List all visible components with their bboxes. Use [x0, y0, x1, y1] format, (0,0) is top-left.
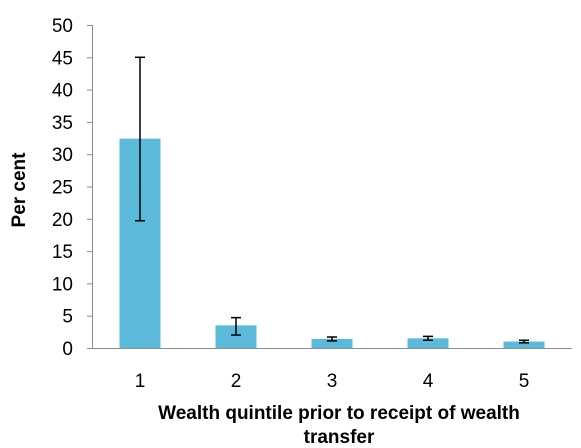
error-bar-quintile-5 [519, 339, 529, 344]
y-tick-label: 50 [52, 16, 73, 37]
bar-quintile-5 [503, 341, 545, 348]
x-tick-label: 2 [231, 371, 242, 392]
x-tick-label: 5 [519, 371, 530, 392]
x-axis-title-line2: transfer [304, 427, 375, 448]
y-tick-label: 45 [52, 48, 73, 69]
error-bars-group [135, 56, 529, 344]
y-tick-label: 0 [62, 339, 73, 360]
x-axis-ticks: 1 2 3 4 5 [135, 371, 530, 392]
y-axis-ticks: 0 5 10 15 20 25 30 35 40 45 50 [52, 16, 92, 360]
error-bar-quintile-4 [423, 335, 433, 341]
x-tick-label: 4 [423, 371, 434, 392]
y-tick-label: 20 [52, 210, 73, 231]
error-bar-quintile-3 [327, 336, 337, 342]
bars-group [119, 138, 545, 348]
bar-quintile-3 [311, 338, 353, 348]
error-bar-quintile-1 [135, 56, 145, 222]
error-bar-quintile-2 [231, 316, 241, 336]
bar-quintile-4 [407, 338, 449, 348]
x-tick-label: 3 [327, 371, 338, 392]
y-axis-title: Per cent [9, 152, 30, 228]
y-tick-label: 40 [52, 81, 73, 102]
y-tick-label: 30 [52, 145, 73, 166]
y-tick-label: 15 [52, 242, 73, 263]
y-tick-label: 35 [52, 113, 73, 134]
y-tick-label: 10 [52, 274, 73, 295]
y-tick-label: 25 [52, 178, 73, 199]
bar-quintile-2 [215, 325, 257, 348]
x-tick-label: 1 [135, 371, 146, 392]
x-axis-title-line1: Wealth quintile prior to receipt of weal… [158, 403, 520, 424]
y-tick-label: 5 [62, 307, 73, 328]
